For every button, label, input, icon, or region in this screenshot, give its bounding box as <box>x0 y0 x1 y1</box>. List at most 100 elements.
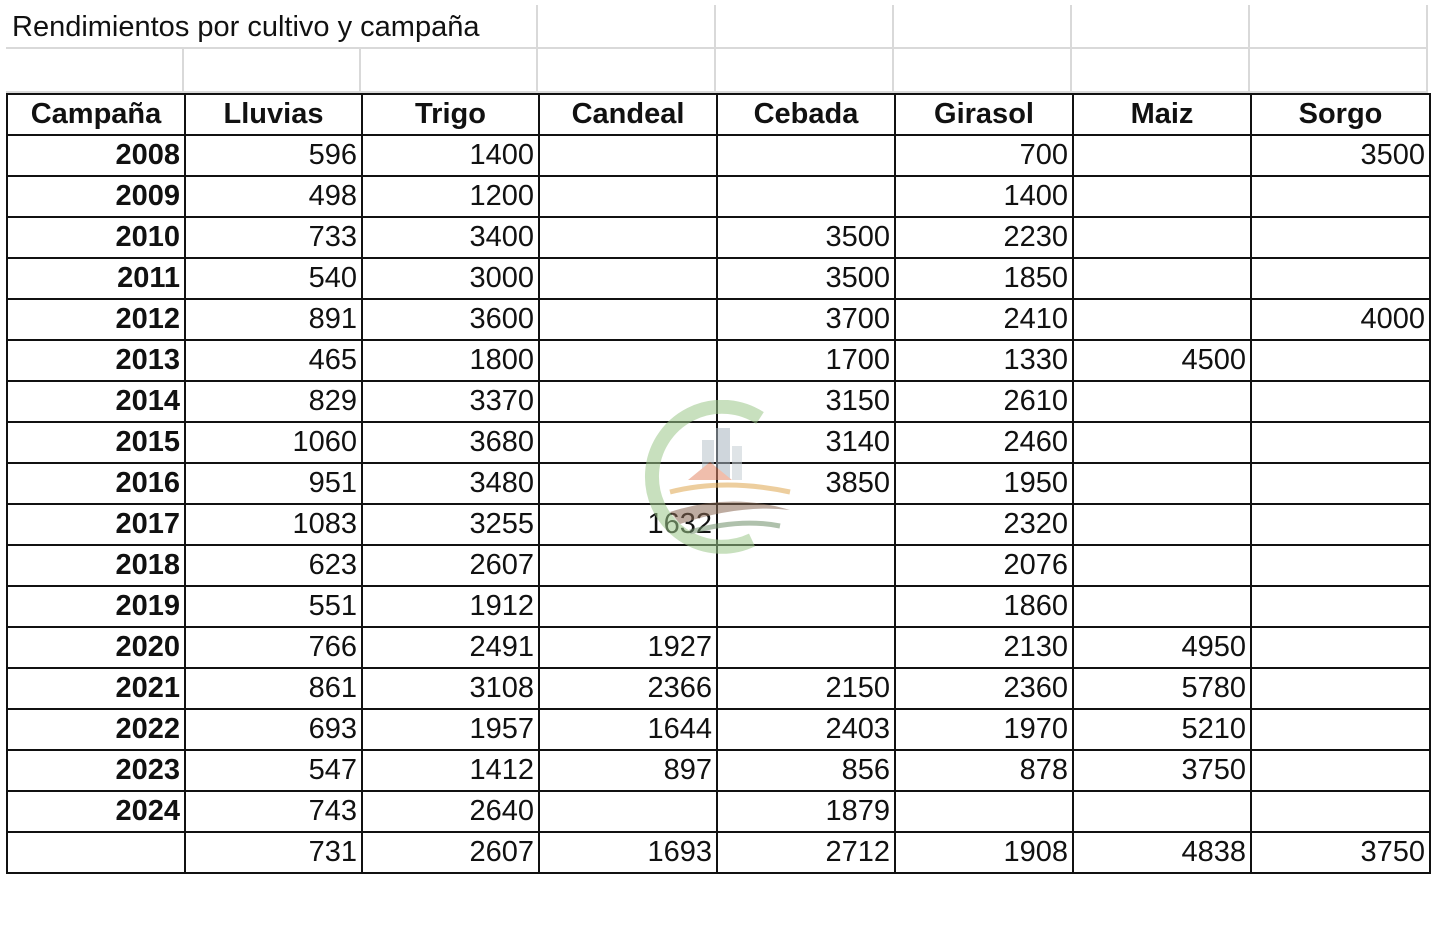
value-cell: 540 <box>184 257 363 300</box>
value-cell <box>1072 585 1252 628</box>
value-cell: 3500 <box>716 257 896 300</box>
value-cell: 2130 <box>894 626 1074 669</box>
value-cell: 4950 <box>1072 626 1252 669</box>
empty-cell <box>716 49 894 93</box>
average-cell: 3750 <box>1250 831 1431 874</box>
value-cell: 623 <box>184 544 363 587</box>
value-cell: 856 <box>716 749 896 792</box>
value-cell: 3850 <box>716 462 896 505</box>
value-cell: 951 <box>184 462 363 505</box>
value-cell <box>538 790 718 833</box>
value-cell <box>1072 790 1252 833</box>
value-cell: 2640 <box>361 790 540 833</box>
table-row: 2018 623 2607 2076 <box>6 544 1431 587</box>
year-cell: 2024 <box>6 790 186 833</box>
value-cell: 693 <box>184 708 363 751</box>
value-cell <box>1072 380 1252 423</box>
value-cell: 1957 <box>361 708 540 751</box>
average-row: 731 2607 1693 2712 1908 4838 3750 <box>6 831 1431 874</box>
year-cell: 2009 <box>6 175 186 218</box>
value-cell: 2360 <box>894 667 1074 710</box>
value-cell <box>716 544 896 587</box>
value-cell: 1879 <box>716 790 896 833</box>
empty-cell <box>894 5 1072 49</box>
year-cell: 2012 <box>6 298 186 341</box>
value-cell: 3700 <box>716 298 896 341</box>
value-cell <box>1072 544 1252 587</box>
value-cell: 891 <box>184 298 363 341</box>
value-cell: 2610 <box>894 380 1074 423</box>
column-header: Candeal <box>538 93 718 136</box>
value-cell <box>1072 216 1252 259</box>
value-cell <box>716 175 896 218</box>
value-cell <box>538 257 718 300</box>
value-cell <box>1250 257 1431 300</box>
year-cell: 2016 <box>6 462 186 505</box>
value-cell <box>538 544 718 587</box>
empty-cell <box>894 49 1072 93</box>
empty-cell <box>1072 5 1250 49</box>
table-row: 2021 861 3108 2366 2150 2360 5780 <box>6 667 1431 710</box>
value-cell: 1412 <box>361 749 540 792</box>
value-cell <box>538 339 718 382</box>
value-cell: 1912 <box>361 585 540 628</box>
value-cell: 3680 <box>361 421 540 464</box>
value-cell: 878 <box>894 749 1074 792</box>
column-header: Sorgo <box>1250 93 1431 136</box>
column-header: Campaña <box>6 93 186 136</box>
value-cell: 3255 <box>361 503 540 546</box>
value-cell: 897 <box>538 749 718 792</box>
value-cell: 1330 <box>894 339 1074 382</box>
value-cell: 547 <box>184 749 363 792</box>
value-cell <box>1250 626 1431 669</box>
value-cell: 1060 <box>184 421 363 464</box>
value-cell <box>716 134 896 177</box>
year-cell: 2023 <box>6 749 186 792</box>
value-cell <box>1072 421 1252 464</box>
value-cell: 2076 <box>894 544 1074 587</box>
value-cell <box>1250 585 1431 628</box>
year-cell: 2022 <box>6 708 186 751</box>
value-cell <box>1250 339 1431 382</box>
year-cell: 2021 <box>6 667 186 710</box>
value-cell <box>1250 380 1431 423</box>
value-cell <box>1250 544 1431 587</box>
table-row: 2008 596 1400 700 3500 <box>6 134 1431 177</box>
average-cell: 2712 <box>716 831 896 874</box>
value-cell: 4500 <box>1072 339 1252 382</box>
value-cell: 1632 <box>538 503 718 546</box>
value-cell <box>1250 667 1431 710</box>
blank-row <box>6 49 1429 93</box>
year-cell: 2010 <box>6 216 186 259</box>
header-row: Campaña Lluvias Trigo Candeal Cebada Girasol M… <box>6 93 1431 136</box>
value-cell: 3140 <box>716 421 896 464</box>
year-cell: 2008 <box>6 134 186 177</box>
value-cell: 2230 <box>894 216 1074 259</box>
spreadsheet: Rendimientos por cultivo y campaña Campa… <box>6 5 1431 874</box>
value-cell <box>1250 216 1431 259</box>
value-cell: 3108 <box>361 667 540 710</box>
value-cell: 1400 <box>894 175 1074 218</box>
table-row: 2014 829 3370 3150 2610 <box>6 380 1431 423</box>
column-header: Trigo <box>361 93 540 136</box>
table-row: 2024 743 2640 1879 <box>6 790 1431 833</box>
value-cell: 3370 <box>361 380 540 423</box>
value-cell <box>1072 503 1252 546</box>
value-cell: 596 <box>184 134 363 177</box>
column-header: Cebada <box>716 93 896 136</box>
value-cell: 3000 <box>361 257 540 300</box>
value-cell <box>538 421 718 464</box>
value-cell <box>1072 134 1252 177</box>
value-cell: 1950 <box>894 462 1074 505</box>
value-cell: 1644 <box>538 708 718 751</box>
value-cell: 5210 <box>1072 708 1252 751</box>
value-cell: 551 <box>184 585 363 628</box>
table-row: 2010 733 3400 3500 2230 <box>6 216 1431 259</box>
value-cell <box>1250 462 1431 505</box>
value-cell <box>538 175 718 218</box>
value-cell <box>538 298 718 341</box>
table-body: 2008 596 1400 700 3500 2009 498 1200 1400 2010 733… <box>6 134 1431 874</box>
empty-cell <box>1072 49 1250 93</box>
value-cell: 3400 <box>361 216 540 259</box>
value-cell: 1970 <box>894 708 1074 751</box>
